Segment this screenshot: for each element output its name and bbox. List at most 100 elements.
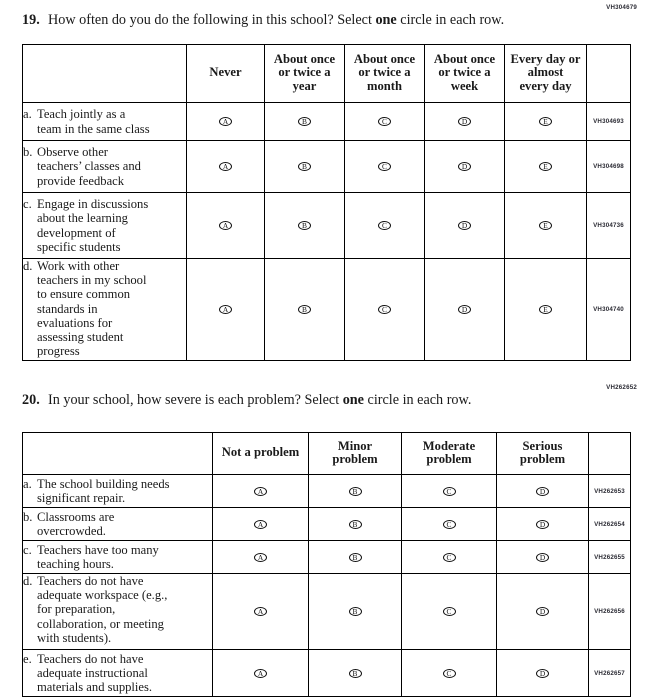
bubble-cell-19a-never[interactable]: A [186, 102, 265, 141]
bubble-option-c[interactable]: C [378, 117, 391, 127]
question-text-before-19: How often do you do the following in thi… [48, 12, 376, 28]
bubble-cell-19d-everyday[interactable]: E [504, 258, 587, 361]
row-text-line: assessing student [37, 330, 124, 345]
bubble-option-a[interactable]: A [219, 221, 232, 231]
bubble-cell-19b-everyday[interactable]: E [504, 140, 587, 193]
bubble-option-c[interactable]: C [442, 552, 456, 562]
row-text-line: Classrooms are [37, 509, 115, 524]
bubble-cell-20c-serious[interactable]: D [496, 540, 589, 574]
bubble-cell-19b-never[interactable]: A [186, 140, 265, 193]
bubble-option-c[interactable]: C [442, 668, 456, 678]
bubble-option-b[interactable]: B [298, 162, 311, 172]
bubble-option-b[interactable]: B [348, 519, 362, 529]
bubble-cell-20b-not[interactable]: A [212, 507, 309, 541]
bubble-option-d[interactable]: D [536, 607, 549, 617]
row-text-line: materials and supplies. [37, 680, 153, 695]
bubble-option-b[interactable]: B [348, 668, 362, 678]
bubble-cell-19c-never[interactable]: A [186, 192, 265, 259]
row-text-line: Teachers do not have [37, 574, 144, 588]
bubble-option-d[interactable]: D [536, 486, 549, 496]
bubble-cell-19b-month[interactable]: C [344, 140, 425, 193]
bubble-cell-20d-minor[interactable]: B [308, 573, 402, 650]
bubble-option-a[interactable]: A [219, 117, 232, 127]
bubble-option-d[interactable]: D [536, 668, 549, 678]
statement-cell-20a: a. The school building needs significant… [22, 474, 213, 508]
bubble-option-e[interactable]: E [539, 305, 552, 315]
bubble-option-d[interactable]: D [458, 221, 471, 231]
bubble-cell-20a-minor[interactable]: B [308, 474, 402, 508]
bubble-cell-20a-serious[interactable]: D [496, 474, 589, 508]
row-text-line: Observe other [37, 145, 108, 160]
bubble-option-b[interactable]: B [298, 305, 311, 315]
bubble-option-a[interactable]: A [254, 486, 267, 496]
bubble-cell-19c-everyday[interactable]: E [504, 192, 587, 259]
bubble-option-d[interactable]: D [536, 519, 549, 529]
bubble-cell-20d-serious[interactable]: D [496, 573, 589, 650]
bubble-option-a[interactable]: A [254, 607, 267, 617]
bubble-option-d[interactable]: D [458, 162, 471, 172]
bubble-cell-20b-minor[interactable]: B [308, 507, 402, 541]
bubble-option-a[interactable]: A [254, 552, 267, 562]
bubble-cell-19a-everyday[interactable]: E [504, 102, 587, 141]
row-text-line: Teachers do not have [37, 651, 144, 666]
bubble-cell-20d-not[interactable]: A [212, 573, 309, 650]
bubble-cell-20e-moderate[interactable]: C [401, 649, 497, 697]
bubble-option-b[interactable]: B [348, 486, 362, 496]
header-line: month [367, 78, 402, 93]
bubble-option-b[interactable]: B [348, 552, 362, 562]
bubble-option-e[interactable]: E [539, 221, 552, 231]
bubble-cell-20e-minor[interactable]: B [308, 649, 402, 697]
bubble-option-e[interactable]: E [539, 117, 552, 127]
bubble-cell-19d-week[interactable]: D [424, 258, 505, 361]
row-text-line: overcrowded. [37, 524, 106, 538]
bubble-option-a[interactable]: A [254, 519, 267, 529]
table-row: d. Teachers do not have adequate workspa… [22, 573, 631, 650]
bubble-cell-19a-year[interactable]: B [264, 102, 345, 141]
statement-cell-20c: c. Teachers have too many teaching hours… [22, 540, 213, 574]
bubble-option-d[interactable]: D [458, 305, 471, 315]
bubble-cell-19c-month[interactable]: C [344, 192, 425, 259]
bubble-option-d[interactable]: D [458, 117, 471, 127]
bubble-option-d[interactable]: D [536, 552, 549, 562]
bubble-cell-19d-never[interactable]: A [186, 258, 265, 361]
bubble-cell-20c-minor[interactable]: B [308, 540, 402, 574]
bubble-cell-19b-year[interactable]: B [264, 140, 345, 193]
bubble-cell-19c-year[interactable]: B [264, 192, 345, 259]
bubble-cell-20d-moderate[interactable]: C [401, 573, 497, 650]
bubble-cell-20a-moderate[interactable]: C [401, 474, 497, 508]
bubble-cell-19a-month[interactable]: C [344, 102, 425, 141]
bubble-option-b[interactable]: B [298, 221, 311, 231]
bubble-option-c[interactable]: C [442, 486, 456, 496]
header-line: or twice a [438, 65, 491, 80]
bubble-option-c[interactable]: C [378, 221, 391, 231]
row-letter: d. [23, 574, 33, 588]
bubble-cell-20e-serious[interactable]: D [496, 649, 589, 697]
bubble-cell-20c-not[interactable]: A [212, 540, 309, 574]
bubble-option-c[interactable]: C [378, 305, 391, 315]
bubble-option-b[interactable]: B [298, 117, 311, 127]
row-varid-20c: VH262655 [588, 540, 631, 574]
bubble-option-a[interactable]: A [219, 305, 232, 315]
bubble-option-c[interactable]: C [442, 607, 456, 617]
bubble-cell-20a-not[interactable]: A [212, 474, 309, 508]
bubble-option-a[interactable]: A [254, 668, 267, 678]
statement-cell-20b: b. Classrooms are overcrowded. [22, 507, 213, 541]
header-line: About once [353, 51, 416, 66]
bubble-cell-20e-not[interactable]: A [212, 649, 309, 697]
bubble-option-c[interactable]: C [378, 162, 391, 172]
bubble-cell-20b-serious[interactable]: D [496, 507, 589, 541]
bubble-option-a[interactable]: A [219, 162, 232, 172]
bubble-option-b[interactable]: B [348, 607, 362, 617]
bubble-cell-19a-week[interactable]: D [424, 102, 505, 141]
row-varid-19d: VH304740 [586, 258, 631, 361]
bubble-cell-20b-moderate[interactable]: C [401, 507, 497, 541]
header-option-once-twice-year: About once or twice a year [264, 44, 345, 103]
bubble-cell-20c-moderate[interactable]: C [401, 540, 497, 574]
header-line: Not a problem [221, 445, 300, 460]
bubble-cell-19b-week[interactable]: D [424, 140, 505, 193]
bubble-cell-19d-year[interactable]: B [264, 258, 345, 361]
bubble-option-c[interactable]: C [442, 519, 456, 529]
bubble-option-e[interactable]: E [539, 162, 552, 172]
bubble-cell-19c-week[interactable]: D [424, 192, 505, 259]
bubble-cell-19d-month[interactable]: C [344, 258, 425, 361]
